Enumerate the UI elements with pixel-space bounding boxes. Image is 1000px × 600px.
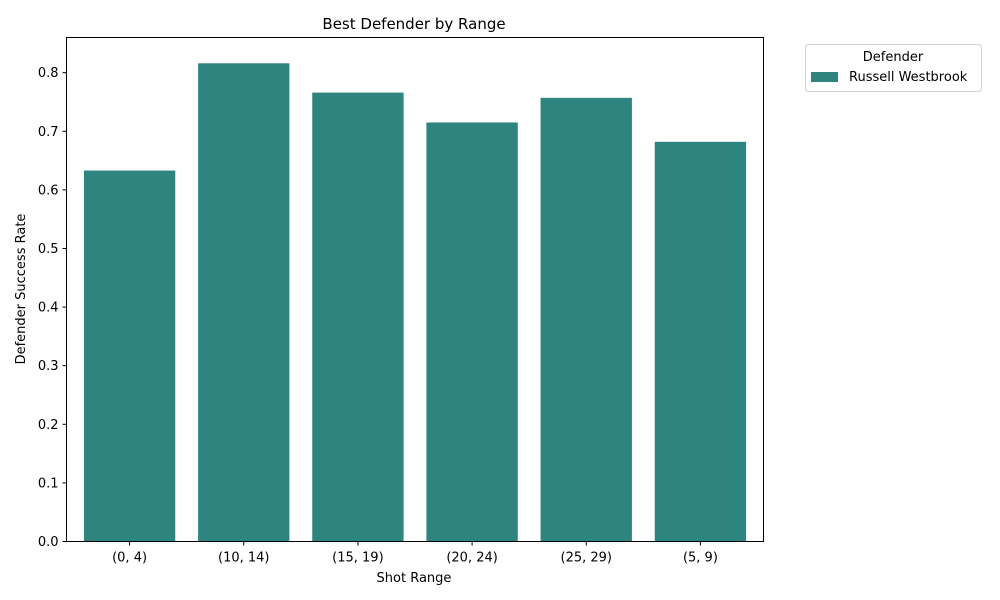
bar-3 (426, 122, 518, 542)
y-tick-label-0: 0.0 (38, 535, 59, 550)
y-axis-ticks: 0.0 0.1 0.2 0.3 0.4 0.5 0.6 0.7 0.8 (38, 66, 67, 550)
bar-5 (654, 141, 747, 542)
bar-2 (312, 92, 404, 542)
y-tick-label-4: 0.4 (38, 301, 59, 316)
bars-group (83, 63, 747, 542)
legend-swatch (811, 72, 838, 82)
x-tick-label-1: (10, 14) (218, 551, 270, 566)
bar-4 (540, 97, 632, 542)
x-tick-label-5: (5, 9) (683, 551, 718, 566)
y-tick-label-8: 0.8 (38, 66, 59, 81)
x-axis-label: Shot Range (377, 571, 452, 586)
y-tick-label-5: 0.5 (38, 242, 59, 257)
x-axis-ticks: (0, 4) (10, 14) (15, 19) (20, 24) (25, 29) (5… (112, 541, 718, 566)
legend-entry-label: Russell Westbrook (849, 70, 968, 85)
x-tick-label-0: (0, 4) (112, 551, 147, 566)
x-tick-label-2: (15, 19) (332, 551, 384, 566)
y-tick-label-2: 0.2 (38, 418, 59, 433)
y-tick-label-3: 0.3 (38, 359, 59, 374)
bar-0 (83, 170, 176, 542)
y-axis-label: Defender Success Rate (14, 214, 29, 365)
legend-frame (805, 44, 982, 92)
bar-1 (198, 63, 290, 542)
chart-title: Best Defender by Range (322, 15, 505, 33)
plot-frame (66, 37, 764, 542)
legend: Defender Russell Westbrook (805, 44, 982, 92)
x-tick-label-4: (25, 29) (561, 551, 613, 566)
y-tick-label-1: 0.1 (38, 476, 59, 491)
x-tick-label-3: (20, 24) (446, 551, 498, 566)
y-tick-label-7: 0.7 (38, 125, 59, 140)
y-tick-label-6: 0.6 (38, 183, 59, 198)
legend-title: Defender (863, 50, 924, 65)
